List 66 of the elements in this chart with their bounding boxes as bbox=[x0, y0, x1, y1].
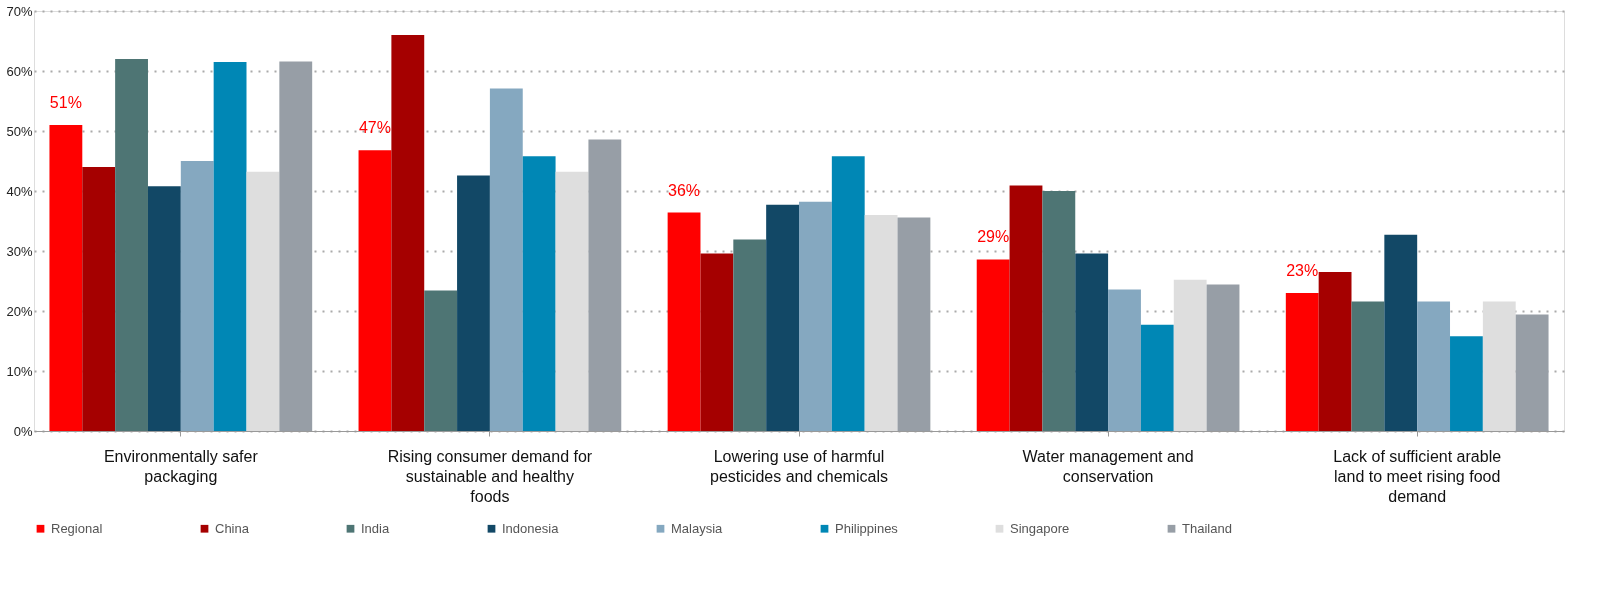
bar bbox=[49, 125, 83, 431]
bar bbox=[489, 88, 523, 431]
bar bbox=[799, 201, 832, 431]
bar bbox=[897, 217, 931, 431]
bar bbox=[1009, 185, 1043, 431]
bar bbox=[82, 167, 116, 431]
legend-label: Thailand bbox=[1182, 520, 1232, 536]
data-label: 47% bbox=[358, 119, 391, 137]
bar bbox=[831, 156, 865, 431]
x-tick-label: Rising consumer demand for sustainable and healthy foods bbox=[387, 447, 593, 505]
bar bbox=[976, 259, 1010, 431]
bar bbox=[1318, 272, 1352, 431]
y-tick-label: 60% bbox=[6, 63, 33, 79]
legend-label: Regional bbox=[51, 520, 103, 536]
bar bbox=[1173, 279, 1207, 431]
y-tick-label: 10% bbox=[6, 363, 33, 379]
bar bbox=[1140, 324, 1174, 431]
legend-label: Indonesia bbox=[502, 520, 560, 536]
x-tick-label: Environmentally safer packaging bbox=[103, 447, 259, 485]
x-tick-label: Water management and conservation bbox=[1022, 447, 1194, 485]
bar bbox=[115, 59, 148, 431]
bar bbox=[588, 139, 622, 431]
bar bbox=[1206, 284, 1240, 431]
data-label: 51% bbox=[49, 94, 82, 111]
bar bbox=[555, 171, 589, 431]
y-tick-label: 70% bbox=[6, 3, 33, 19]
bar bbox=[424, 290, 458, 431]
y-tick-label: 20% bbox=[6, 303, 33, 319]
bar bbox=[766, 204, 799, 431]
bar bbox=[864, 215, 898, 431]
data-label: 36% bbox=[668, 181, 701, 199]
bar bbox=[1075, 253, 1109, 431]
bar bbox=[147, 186, 181, 431]
bar bbox=[667, 212, 701, 431]
y-tick-label: 40% bbox=[6, 183, 33, 199]
bar bbox=[1450, 336, 1483, 431]
bar bbox=[1515, 314, 1549, 431]
bar bbox=[213, 62, 247, 431]
data-label: 29% bbox=[977, 228, 1010, 246]
bar bbox=[391, 35, 425, 431]
y-tick-label: 0% bbox=[13, 423, 33, 439]
bar bbox=[1482, 301, 1516, 431]
legend-label: Malaysia bbox=[671, 520, 724, 536]
bar bbox=[1285, 293, 1319, 431]
legend-label: China bbox=[215, 520, 250, 536]
bar bbox=[1108, 289, 1141, 431]
bar bbox=[733, 239, 767, 431]
x-tick-label: Lack of sufficient arable land to meet rising food demand bbox=[1333, 447, 1502, 505]
bar bbox=[1351, 301, 1385, 431]
bar bbox=[700, 253, 734, 431]
legend-label: Singapore bbox=[1010, 520, 1070, 536]
data-label: 23% bbox=[1286, 262, 1319, 279]
bar bbox=[279, 61, 313, 431]
bar bbox=[246, 171, 280, 431]
bar bbox=[457, 175, 490, 431]
bar bbox=[358, 150, 392, 431]
bar bbox=[180, 161, 214, 431]
bar bbox=[1417, 301, 1451, 431]
y-tick-label: 30% bbox=[6, 243, 33, 259]
y-tick-label: 50% bbox=[6, 123, 33, 139]
x-tick-label: Lowering use of harmful pesticides and chemicals bbox=[710, 447, 888, 485]
bar bbox=[522, 156, 556, 431]
bar bbox=[1042, 191, 1076, 431]
legend-label: India bbox=[361, 520, 390, 536]
bar bbox=[1384, 234, 1418, 431]
legend-label: Philippines bbox=[835, 520, 899, 536]
